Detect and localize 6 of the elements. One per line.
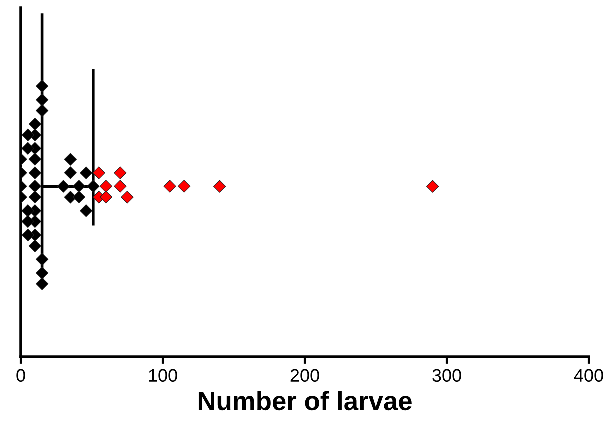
x-tick-label: 200 [290, 369, 320, 382]
x-tick-label: 100 [149, 369, 178, 382]
x-tick-label: 400 [574, 369, 604, 382]
x-axis-title: Number of larvae [198, 391, 412, 411]
x-tick-label: 300 [432, 369, 462, 382]
x-tick-label: 0 [16, 369, 26, 382]
